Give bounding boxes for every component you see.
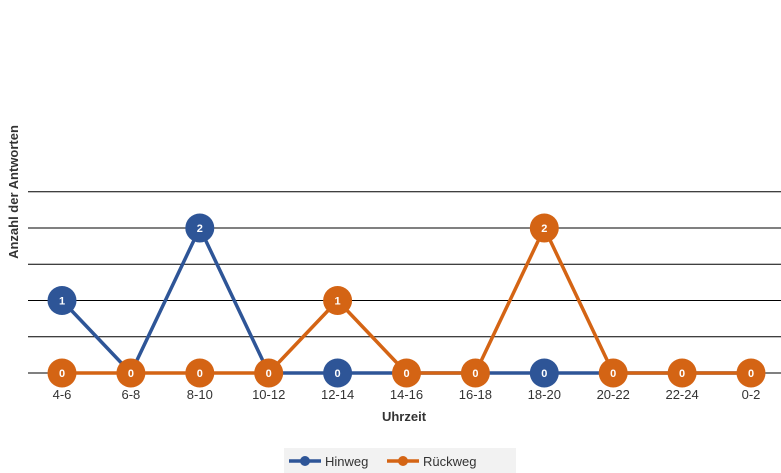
gridlines [28, 191, 781, 374]
data-label: 0 [335, 368, 341, 380]
data-label: 1 [59, 296, 65, 308]
data-point[interactable] [185, 213, 215, 243]
data-point[interactable] [47, 358, 77, 388]
data-label: 0 [59, 368, 65, 380]
x-tick-label: 16-18 [459, 387, 492, 402]
data-point[interactable] [185, 358, 215, 388]
x-tick-label: 6-8 [122, 387, 141, 402]
data-point[interactable] [667, 358, 697, 388]
data-label: 0 [197, 368, 203, 380]
x-tick-label: 12-14 [321, 387, 354, 402]
x-axis-title: Uhrzeit [382, 409, 427, 424]
data-point[interactable] [47, 286, 77, 315]
data-point[interactable] [254, 358, 284, 388]
series-lines: 1 2 0 0 0 0 0 0 1 0 0 2 0 0 0 [47, 213, 766, 388]
data-label: 0 [128, 368, 134, 380]
y-axis-title: Anzahl der Antworten [6, 125, 21, 259]
legend-swatch-marker [300, 456, 310, 466]
x-tick-label: 20-22 [597, 387, 630, 402]
data-point[interactable] [460, 358, 490, 388]
x-tick-label: 10-12 [252, 387, 285, 402]
data-label: 0 [679, 368, 685, 380]
x-tick-label: 14-16 [390, 387, 423, 402]
data-label: 0 [266, 368, 272, 380]
x-tick-label: 22-24 [665, 387, 698, 402]
data-label: 0 [748, 368, 754, 380]
data-label: 0 [472, 368, 478, 380]
legend-label: Rückweg [423, 454, 476, 469]
data-point[interactable] [598, 358, 628, 388]
data-label: 0 [403, 368, 409, 380]
x-tick-label: 18-20 [528, 387, 561, 402]
data-point[interactable] [116, 358, 146, 388]
legend-swatch-marker [398, 456, 408, 466]
data-label: 0 [610, 368, 616, 380]
data-point[interactable] [323, 286, 353, 315]
data-label: 0 [541, 368, 547, 380]
legend-label: Hinweg [325, 454, 368, 469]
x-tick-label: 4-6 [53, 387, 72, 402]
legend[interactable]: Hinweg Rückweg [284, 448, 516, 473]
series-markers: 1 2 0 0 [47, 213, 559, 388]
data-point[interactable] [736, 358, 766, 388]
data-point[interactable] [392, 358, 421, 388]
legend-item-hinweg[interactable]: Hinweg [289, 454, 368, 469]
data-label: 2 [197, 223, 203, 235]
data-label: 1 [335, 296, 341, 308]
data-point[interactable] [529, 213, 559, 243]
x-tick-label: 0-2 [742, 387, 761, 402]
x-tick-label: 8-10 [187, 387, 213, 402]
x-axis-tick-labels: 4-6 6-8 8-10 10-12 12-14 14-16 16-18 18-20 20-22… [53, 387, 761, 402]
data-point[interactable] [323, 358, 353, 388]
series-markers: 0 0 0 0 1 0 0 2 0 0 0 [47, 213, 766, 388]
legend-item-rückweg[interactable]: Rückweg [387, 454, 476, 469]
data-label: 2 [541, 223, 547, 235]
data-point[interactable] [529, 358, 559, 388]
